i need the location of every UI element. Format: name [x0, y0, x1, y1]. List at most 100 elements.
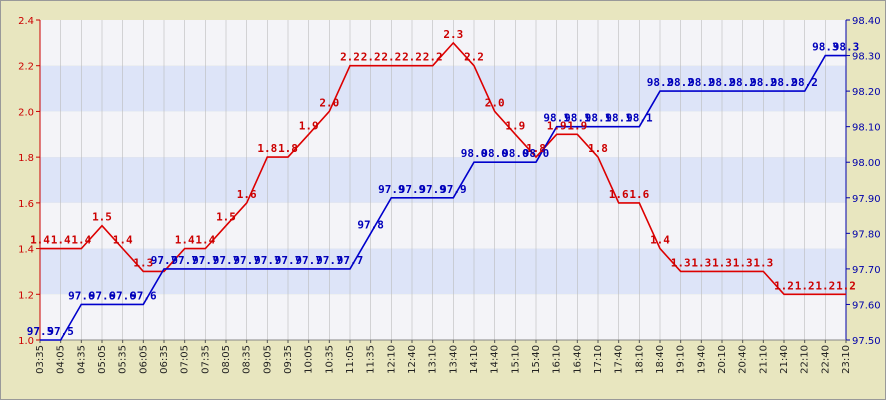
- data-label: 98.0: [481, 147, 508, 160]
- plot-bands: [40, 20, 846, 340]
- data-label: 98.1: [564, 112, 591, 125]
- x-tick-label: 12:40: [407, 345, 418, 374]
- right-tick-label: 98.40: [852, 16, 881, 27]
- x-tick-label: 05:05: [97, 345, 108, 374]
- data-label: 1.8: [257, 142, 277, 155]
- right-tick-label: 97.80: [852, 229, 881, 240]
- data-label: 1.6: [609, 188, 629, 201]
- data-label: 98.0: [523, 147, 550, 160]
- data-label: 97.7: [192, 254, 219, 267]
- data-label: 97.7: [337, 254, 364, 267]
- data-label: 1.9: [547, 119, 567, 132]
- data-label: 1.9: [505, 119, 525, 132]
- x-tick-label: 18:40: [655, 345, 666, 374]
- right-tick-label: 97.70: [852, 265, 881, 276]
- data-label: 2.0: [485, 96, 505, 109]
- plot-band: [40, 111, 846, 158]
- data-label: 1.4: [175, 234, 195, 247]
- right-tick-label: 98.30: [852, 52, 881, 63]
- x-tick-label: 06:05: [138, 345, 149, 374]
- x-tick-label: 21:10: [758, 345, 769, 374]
- data-label: 97.7: [295, 254, 322, 267]
- data-label: 1.3: [671, 256, 691, 269]
- x-tick-label: 11:35: [366, 345, 377, 374]
- x-tick-label: 03:35: [35, 345, 46, 374]
- x-tick-label: 23:10: [841, 345, 852, 374]
- data-label: 2.2: [340, 51, 360, 64]
- data-label: 98.1: [585, 112, 612, 125]
- left-tick-label: 2.4: [18, 16, 34, 27]
- left-tick-label: 2.0: [18, 107, 34, 118]
- data-label: 97.9: [378, 183, 405, 196]
- x-tick-label: 09:05: [262, 345, 273, 374]
- x-tick-label: 10:35: [324, 345, 335, 374]
- plot-band: [40, 20, 846, 66]
- data-label: 98.1: [626, 112, 653, 125]
- data-label: 1.8: [526, 142, 546, 155]
- data-label: 97.9: [399, 183, 426, 196]
- x-tick-label: 20:40: [738, 345, 749, 374]
- data-label: 2.2: [464, 51, 484, 64]
- x-tick-label: 08:35: [242, 345, 253, 374]
- data-label: 1.4: [51, 234, 71, 247]
- data-label: 1.3: [691, 256, 711, 269]
- plot-band: [40, 202, 846, 249]
- data-label: 97.8: [357, 218, 384, 231]
- data-labels: 1.4 1.4 1.41.51.41.31.4 1.41.51.61.8 1.81.92…: [27, 28, 860, 338]
- left-tick-label: 1.0: [18, 336, 34, 347]
- right-tick-label: 97.60: [852, 300, 881, 311]
- data-label: 1.4: [71, 234, 91, 247]
- x-tick-label: 10:05: [304, 345, 315, 374]
- data-label: 1.8: [278, 142, 298, 155]
- data-label: 1.3: [712, 256, 732, 269]
- data-label: 97.6: [130, 289, 157, 302]
- data-label: 97.7: [213, 254, 240, 267]
- right-tick-label: 97.50: [852, 336, 881, 347]
- data-label: 1.2: [836, 279, 856, 292]
- data-label: 2.2: [361, 51, 381, 64]
- data-label: 2.0: [319, 96, 339, 109]
- x-tick-label: 15:10: [510, 345, 521, 374]
- data-label: 98.1: [543, 112, 570, 125]
- red-series-line: [40, 41, 846, 296]
- data-label: 1.9: [299, 119, 319, 132]
- data-label: 1.2: [774, 279, 794, 292]
- data-label: 98.2: [647, 76, 674, 89]
- data-label: 98.2: [688, 76, 715, 89]
- x-tick-label: 04:05: [56, 345, 67, 374]
- data-label: 1.2: [815, 279, 835, 292]
- data-label: 1.6: [629, 188, 649, 201]
- data-label: 97.6: [109, 289, 136, 302]
- data-label: 1.4: [113, 234, 133, 247]
- x-tick-label: 13:10: [428, 345, 439, 374]
- data-label: 97.9: [440, 183, 467, 196]
- plot-band: [40, 294, 846, 340]
- data-label: 98.0: [502, 147, 529, 160]
- plot-band: [40, 65, 846, 112]
- data-label: 1.8: [588, 142, 608, 155]
- data-label: 98.1: [605, 112, 632, 125]
- data-label: 1.2: [795, 279, 815, 292]
- data-label: 1.5: [92, 211, 112, 224]
- data-label: 97.7: [275, 254, 302, 267]
- right-tick-label: 98.20: [852, 87, 881, 98]
- data-label: 2.3: [443, 28, 463, 41]
- x-tick-label: 17:10: [593, 345, 604, 374]
- left-tick-label: 1.8: [18, 153, 34, 164]
- x-tick-label: 21:40: [779, 345, 790, 374]
- x-tick-label: 05:35: [118, 345, 129, 374]
- data-label: 1.3: [733, 256, 753, 269]
- left-tick-label: 2.2: [18, 62, 34, 73]
- data-label: 98.2: [771, 76, 798, 89]
- x-tick-label: 07:35: [200, 345, 211, 374]
- x-tick-label: 15:40: [531, 345, 542, 374]
- left-tick-label: 1.6: [18, 199, 34, 210]
- x-tick-label: 14:40: [490, 345, 501, 374]
- data-label: 97.7: [151, 254, 178, 267]
- data-label: 2.2: [402, 51, 422, 64]
- data-label: 98.0: [461, 147, 488, 160]
- data-label: 1.4: [30, 234, 50, 247]
- left-tick-label: 1.2: [18, 290, 34, 301]
- x-tick-label: 04:35: [76, 345, 87, 374]
